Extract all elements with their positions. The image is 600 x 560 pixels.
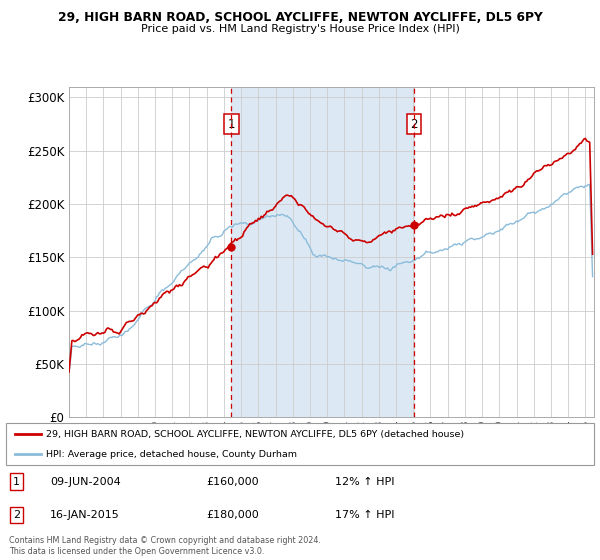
Bar: [232, 87, 414, 417]
Text: Price paid vs. HM Land Registry's House Price Index (HPI): Price paid vs. HM Land Registry's House …: [140, 24, 460, 34]
Text: 16-JAN-2015: 16-JAN-2015: [50, 510, 120, 520]
Text: £160,000: £160,000: [206, 477, 259, 487]
FancyBboxPatch shape: [6, 423, 594, 465]
Text: 2: 2: [410, 118, 418, 130]
Text: 1: 1: [13, 477, 20, 487]
Text: 1: 1: [228, 118, 235, 130]
Text: 2: 2: [13, 510, 20, 520]
Text: 09-JUN-2004: 09-JUN-2004: [50, 477, 121, 487]
Text: HPI: Average price, detached house, County Durham: HPI: Average price, detached house, Coun…: [46, 450, 297, 459]
Text: £180,000: £180,000: [206, 510, 259, 520]
Text: Contains HM Land Registry data © Crown copyright and database right 2024.
This d: Contains HM Land Registry data © Crown c…: [9, 536, 321, 556]
Text: 29, HIGH BARN ROAD, SCHOOL AYCLIFFE, NEWTON AYCLIFFE, DL5 6PY (detached house): 29, HIGH BARN ROAD, SCHOOL AYCLIFFE, NEW…: [46, 430, 464, 438]
Text: 12% ↑ HPI: 12% ↑ HPI: [335, 477, 395, 487]
Text: 17% ↑ HPI: 17% ↑ HPI: [335, 510, 395, 520]
Text: 29, HIGH BARN ROAD, SCHOOL AYCLIFFE, NEWTON AYCLIFFE, DL5 6PY: 29, HIGH BARN ROAD, SCHOOL AYCLIFFE, NEW…: [58, 11, 542, 24]
